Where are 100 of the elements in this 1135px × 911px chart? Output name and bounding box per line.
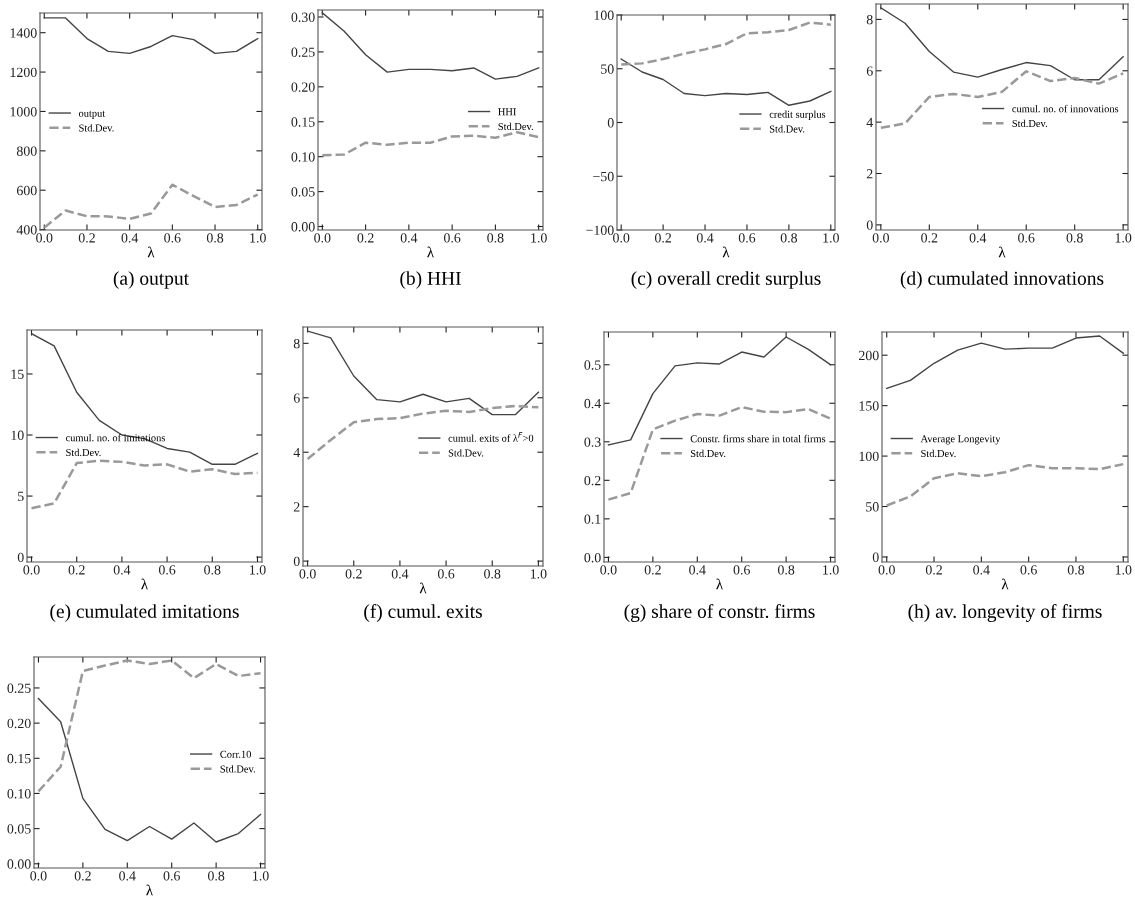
y-tick-label: 0 (17, 552, 24, 563)
line-series (306, 330, 540, 416)
legend-label: cumul. exits of λ$^{F}$>0 (448, 432, 534, 442)
y-tick-label: −100 (586, 225, 614, 235)
x-axis-title: λ (427, 246, 435, 258)
line-series (879, 70, 1125, 130)
x-axis-title: λ (147, 246, 155, 258)
x-tick-label: 0.8 (1067, 565, 1085, 575)
x-tick-label: 0.4 (391, 569, 409, 579)
y-tick-label: 50 (866, 502, 879, 512)
x-tick-label: 0.8 (780, 233, 798, 243)
x-tick-label: 0.0 (878, 565, 895, 575)
y-tick-label: 0.10 (291, 152, 315, 162)
y-tick-label: 6 (866, 66, 873, 76)
text: (b) HHI (400, 271, 461, 289)
x-tick-label: 1.0 (250, 233, 266, 243)
x-tick-label: 0.2 (74, 871, 91, 881)
legend-label: Std.Dev. (66, 448, 101, 457)
x-axis-title: λ (1001, 578, 1009, 590)
y-tick-label: 15 (11, 369, 24, 379)
text: (e) cumulated imitations (50, 604, 239, 622)
x-tick-label: 1.0 (1115, 565, 1132, 575)
y-tick-label: 0 (872, 552, 879, 562)
x-tick-label: 0.0 (36, 233, 53, 243)
line-series (607, 336, 832, 446)
y-tick-label: 1200 (10, 67, 37, 78)
legend-label: Std.Dev. (769, 125, 805, 133)
y-tick-label: 5 (18, 491, 24, 502)
y-tick-label: 0.1 (584, 514, 601, 524)
text: (h) av. longevity of firms (908, 604, 1102, 622)
y-tick-label: 0.10 (7, 789, 31, 799)
x-tick-label: 0.2 (921, 233, 938, 243)
legend-label: Constr. firms share in total firms (690, 434, 826, 443)
line-series (620, 58, 832, 106)
legend-label: output (78, 110, 106, 119)
y-tick-label: 0.00 (291, 222, 315, 232)
x-tick-label: 0.2 (654, 233, 672, 243)
text: (f) cumul. exits (364, 604, 482, 622)
y-tick-label: 0.15 (7, 753, 31, 764)
y-tick-label: 0.05 (291, 187, 315, 197)
y-tick-label: 0.20 (7, 718, 31, 729)
x-tick-label: 0.6 (1020, 565, 1037, 575)
y-tick-label: 1000 (10, 107, 37, 117)
x-tick-label: 0.8 (484, 569, 501, 579)
y-tick-label: 4 (866, 117, 874, 127)
y-tick-label: 100 (594, 10, 614, 20)
y-tick-label: 0.20 (291, 82, 315, 92)
y-tick-label: 800 (16, 146, 37, 156)
legend-label: Std.Dev. (79, 124, 114, 132)
x-tick-label: 0.2 (68, 565, 85, 575)
y-tick-label: 400 (16, 225, 37, 235)
legend-label: cumul. no. of innovations (1012, 104, 1119, 113)
x-tick-label: 1.0 (530, 569, 547, 579)
y-tick-label: 0.4 (584, 398, 602, 409)
x-tick-label: 0.0 (314, 233, 331, 243)
x-tick-label: 1.0 (823, 233, 839, 243)
y-tick-label: 10 (11, 430, 24, 440)
legend-label: Std.Dev. (220, 765, 255, 773)
line-series (306, 404, 540, 461)
x-tick-label: 0.8 (487, 233, 504, 243)
y-tick-label: 2 (866, 169, 873, 179)
y-tick-label: 0.25 (291, 47, 315, 57)
y-tick-label: 0.05 (7, 824, 31, 834)
y-tick-label: 0.0 (584, 552, 601, 563)
y-tick-label: 150 (859, 401, 879, 411)
x-axis-title: λ (716, 578, 724, 590)
y-tick-label: 600 (16, 185, 37, 196)
y-tick-label: 0 (607, 118, 614, 128)
text: (g) share of constr. firms (624, 604, 815, 622)
line-series (619, 21, 833, 66)
y-tick-label: 100 (859, 451, 879, 462)
x-tick-label: 0.6 (443, 233, 461, 243)
line-series (880, 7, 1124, 81)
x-tick-label: 1.0 (253, 871, 269, 881)
y-tick-label: 0 (293, 556, 300, 567)
line-series (607, 405, 832, 501)
x-tick-label: 0.8 (207, 871, 225, 881)
x-tick-label: 0.6 (738, 233, 756, 243)
y-tick-label: 0.00 (7, 859, 31, 869)
x-tick-label: 0.6 (163, 871, 180, 881)
x-tick-label: 1.0 (1115, 233, 1132, 243)
legend-label: Corr.10 (220, 750, 251, 758)
x-tick-label: 0.6 (164, 233, 181, 243)
x-tick-label: 0.8 (204, 565, 221, 575)
x-tick-label: 1.0 (250, 565, 266, 575)
line-series (30, 332, 259, 466)
y-tick-label: 0.25 (7, 683, 31, 693)
line-series (886, 335, 1124, 390)
x-tick-label: 0.2 (345, 569, 362, 579)
x-tick-label: 0.4 (121, 233, 139, 243)
x-axis-title: λ (419, 582, 427, 594)
legend-label: Std.Dev. (921, 449, 956, 458)
line-series (30, 459, 259, 510)
x-tick-label: 0.4 (113, 565, 131, 575)
x-tick-label: 0.4 (689, 565, 706, 575)
legend-label: Average Longevity (920, 435, 1001, 445)
y-tick-label: 0.5 (584, 360, 601, 370)
legend-label: Std.Dev. (498, 122, 533, 131)
x-axis-title: λ (146, 884, 154, 896)
legend-label: Std.Dev. (1012, 119, 1047, 128)
